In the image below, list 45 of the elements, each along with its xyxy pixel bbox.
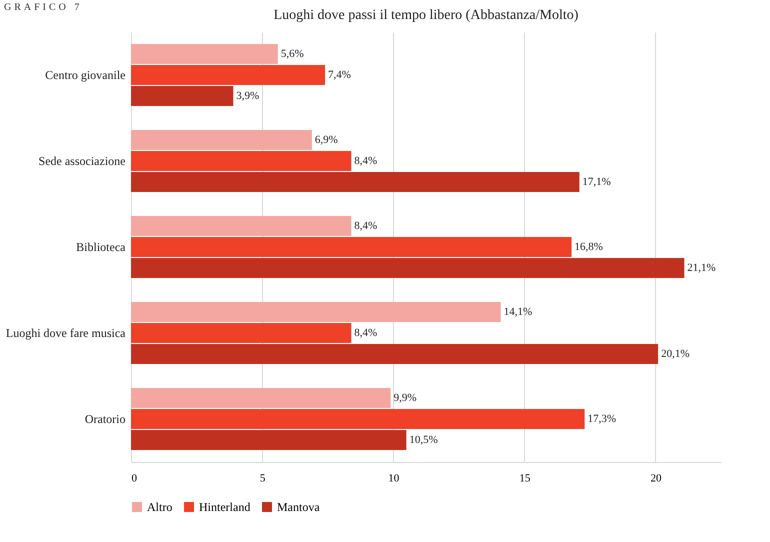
data-label: 8,4% [354, 155, 378, 167]
y-tick-label: Centro giovanile [45, 68, 126, 82]
data-label: 21,1% [687, 262, 716, 274]
x-tick-label: 15 [519, 472, 531, 484]
x-tick-label: 10 [388, 472, 400, 484]
data-label: 3,9% [236, 90, 260, 102]
legend-label: Altro [147, 500, 172, 514]
y-tick-label: Biblioteca [76, 240, 126, 254]
data-label: 6,9% [314, 134, 338, 146]
y-tick-label: Oratorio [84, 412, 126, 426]
bar [131, 344, 658, 364]
bar [131, 216, 352, 236]
bar [131, 151, 352, 171]
text: GRAFICO 7 [4, 2, 82, 13]
chart-title: Luoghi dove passi il tempo libero (Abbastanza/Molto) [274, 8, 579, 23]
bar [131, 44, 278, 64]
bar [131, 302, 501, 322]
y-tick-label: Luoghi dove fare musica [6, 326, 126, 340]
data-label: 8,4% [354, 327, 378, 339]
bar [131, 86, 234, 106]
data-label: 16,8% [574, 241, 603, 253]
x-tick-label: 5 [260, 472, 266, 484]
data-label: 20,1% [661, 348, 690, 360]
data-label: 7,4% [328, 69, 351, 81]
bar [131, 388, 391, 408]
bar [131, 130, 312, 150]
bar [131, 409, 585, 429]
legend-label: Hinterland [199, 500, 250, 514]
bar [131, 237, 572, 257]
bar [131, 172, 580, 192]
bar [131, 323, 352, 343]
data-label: 5,6% [280, 48, 304, 60]
bar [131, 430, 406, 450]
data-label: 9,9% [394, 392, 417, 404]
data-label: 10,5% [409, 434, 438, 446]
legend-label: Mantova [277, 500, 320, 514]
data-label: 17,3% [588, 413, 616, 425]
data-label: 8,4% [354, 220, 378, 232]
bar [131, 65, 326, 85]
y-tick-label: Sede associazione [38, 154, 126, 168]
x-tick-label: 0 [132, 472, 138, 484]
data-label: 17,1% [582, 176, 611, 188]
data-label: 14,1% [504, 306, 532, 318]
bar [131, 258, 684, 278]
x-tick-label: 20 [650, 472, 662, 484]
